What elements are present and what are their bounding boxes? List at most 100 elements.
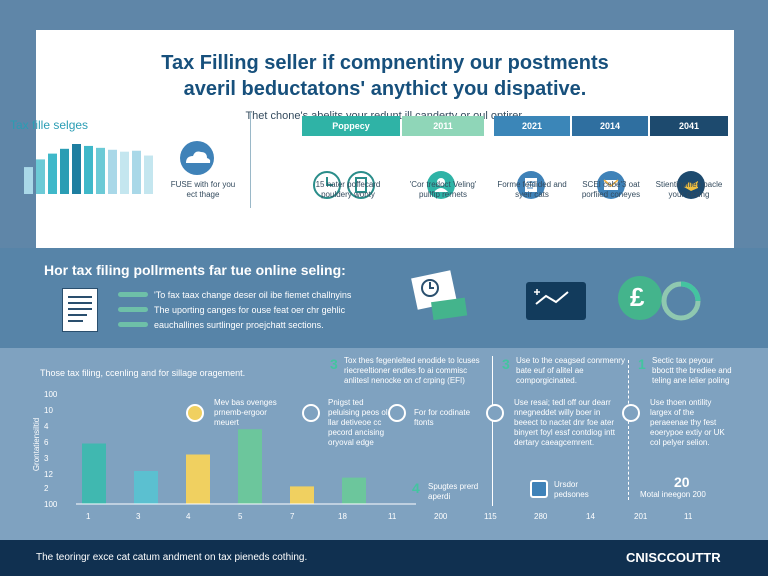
mini-item-2: Pnigst ted peluising peos ol llar detive… [328,398,388,447]
bullet-text-3: eauchallines surtlinger proejchatt secti… [154,320,324,330]
checklist-icon [517,171,545,199]
xtick: 280 [534,512,548,521]
headline: Tax Filling seller if compnentiny our po… [36,50,734,102]
step-number-1: 3 [330,356,338,372]
step-number-3: 1 [638,356,646,372]
block-text-2: Use thoen ontility largex of the peraeen… [650,398,725,447]
envelope-icon [388,404,406,422]
column-header-1: Poppecy [302,116,400,136]
footer-text: The teoringr exce cat catum andment on t… [36,552,308,563]
column-text-2: 'Cor tredoct Veling' pullfip rernets [409,180,477,199]
column-header-5: 2041 [650,116,728,136]
bottom-section-title: Those tax filing, ccenling and for silla… [40,368,246,378]
column-header-2: 2011 [402,116,484,136]
bullet-marker [118,307,148,312]
handshake-icon [677,171,705,199]
grid-icon [486,404,504,422]
block-text-1: Use resai; tedl off our dearr nnegneddet… [514,398,615,447]
mini-item-1: Mev bas ovenges prnemb-ergoor meuert [214,398,277,427]
bullet-text-1: 'To fax taax change deser oil ibe fiemet… [154,290,352,300]
mini-bar-chart [24,144,153,194]
chart-bar-4 [186,454,210,504]
brand-logo[interactable]: CNISCCOUTTR [626,550,721,565]
dashed-divider [628,360,629,500]
mini-bar [36,159,45,194]
column-text-1: 15 nater poffecard pouldery wonty [315,180,381,199]
xtick: 115 [484,512,497,521]
pound-coin-icon: £ [618,276,662,320]
ytick-4: 6 [44,438,49,447]
bottom-section [0,348,768,540]
note-icon [186,404,204,422]
step-text-3: Sectic tax peyour bboctt the brediee and… [652,356,732,385]
chart-bar-3 [134,471,158,504]
ytick-5: 3 [44,454,49,463]
xtick: 18 [338,512,347,521]
mini-bar [144,155,153,194]
chart-bar-7 [290,486,314,504]
user-icon [427,171,455,199]
xtick: 200 [434,512,448,521]
document-icon [347,171,375,199]
headline-line1: Tax Filling seller if compnentiny our po… [161,52,609,74]
footer [0,540,768,576]
headline-line2: averil beductatons' anythict you dispati… [183,78,587,100]
column-header-4: 2014 [572,116,648,136]
step-text-2: Use to the ceagsed conrmenry bate euf of… [516,356,625,385]
column-text-3: Forme fefdided and syeir cats [497,180,567,199]
panel-divider [250,112,251,208]
clock-icon [313,171,341,199]
mini-bar [48,153,57,194]
xtick: 4 [186,512,191,521]
bottom-label-2: Ursdor pedsones [554,480,589,499]
mini-bar [60,148,69,194]
xtick: 201 [634,512,648,521]
ytick-8: 100 [44,500,58,509]
mail-icon [597,171,625,199]
cloud-caption: FUSE with for you ect thage [170,180,236,199]
smile-icon [302,404,320,422]
xtick: 11 [388,512,397,521]
ytick-3: 4 [44,422,49,431]
chart-bar-18 [342,477,366,504]
form-icon [62,288,98,332]
section-divider [492,356,493,506]
bottom-label-3: Motal ineegon 200 [640,490,706,499]
mini-bar [24,167,33,194]
bottom-label-1: Spugtes prerd aperdi [428,482,479,501]
xtick: 3 [136,512,141,521]
bullet-marker [118,292,148,297]
mini-bar [84,145,93,194]
ytick-7: 2 [44,484,49,493]
bullet-text-2: The uporting canges for ouse feat oer ch… [154,305,346,315]
mini-bar [96,147,105,194]
bullet-marker [118,322,148,327]
progress-ring-icon [661,281,701,321]
bar-chart [76,429,416,505]
xtick: 5 [238,512,243,521]
trend-screen-icon [526,282,586,320]
column-header-3: 2021 [494,116,570,136]
mini-bar [72,144,81,194]
column-text-4: SCEI cebe'3 oat porfiied coneyes [581,180,641,199]
left-panel-title: Tax fille selges [10,118,89,132]
chart-bar-5 [238,429,262,504]
twitter-icon [530,480,548,498]
pound-symbol: £ [630,282,645,312]
chart-bar-1 [82,443,106,504]
mini-bar [132,150,141,194]
xtick: 1 [86,512,91,521]
column-text-5: Stientinpillen pacle your cezing [655,180,723,199]
step-number-2: 3 [502,356,510,372]
cloud-icon [180,141,214,175]
header-card: Tax Filling seller if compnentiny our po… [36,30,734,248]
xtick: 14 [586,512,595,521]
xtick: 7 [290,512,295,521]
mini-item-3: For for codinate ftonts [414,408,471,427]
ytick-6: 12 [44,470,53,479]
bottom-number-3: 20 [674,474,690,490]
ytick-1: 100 [44,390,58,399]
mid-section-title: Hor tax filing pollrments far tue online… [44,262,346,278]
xtick: 11 [684,512,693,521]
ytick-2: 10 [44,406,53,415]
